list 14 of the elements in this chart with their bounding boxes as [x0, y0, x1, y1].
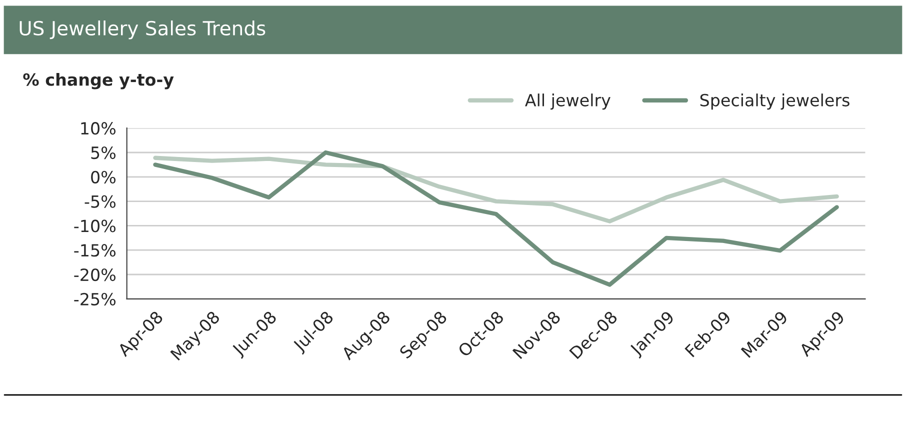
y-tick-label: 5% — [91, 146, 116, 160]
legend-label: Specialty jewelers — [700, 94, 850, 110]
y-tick-label: 10% — [81, 122, 116, 135]
y-tick-label: 0% — [91, 170, 116, 184]
line-series — [153, 156, 839, 224]
y-tick-label: -10% — [74, 220, 116, 232]
chart-title: US Jewellery Sales Trends — [20, 20, 266, 40]
y-axis-title: % change y-to-y — [23, 73, 174, 90]
legend-label: All jewelry — [525, 94, 610, 110]
y-tick-label: -25% — [74, 292, 116, 306]
y-tick-label: -15% — [74, 244, 116, 257]
y-tick-label: -5% — [84, 195, 116, 208]
line-series — [153, 150, 839, 287]
y-tick-label: -20% — [74, 268, 116, 282]
